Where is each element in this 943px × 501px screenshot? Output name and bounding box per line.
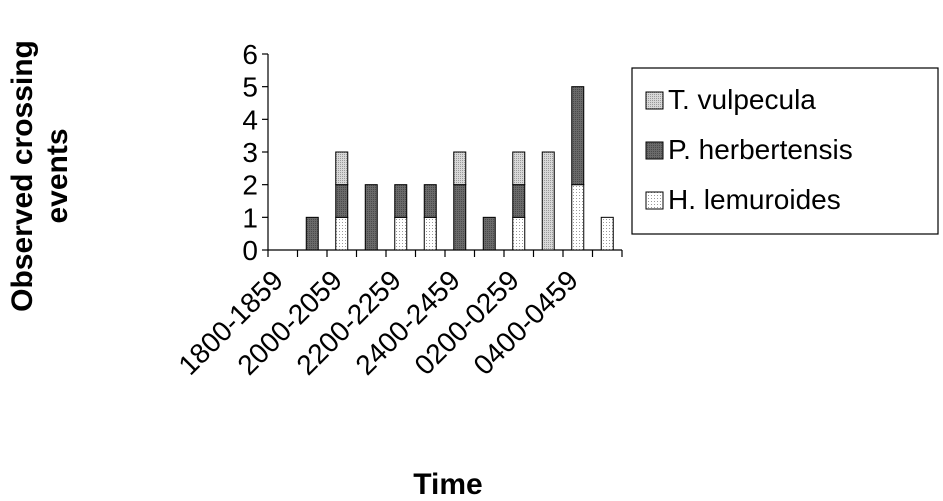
bar-segment bbox=[335, 184, 349, 218]
bar-segment bbox=[453, 151, 467, 186]
y-tick-label: 6 bbox=[242, 39, 258, 70]
legend-label: P. herbertensis bbox=[668, 134, 853, 165]
x-tick-labels: 1800-18592000-20592200-22592400-24590200… bbox=[172, 264, 584, 381]
bar-segment bbox=[305, 216, 319, 251]
bar-segment bbox=[423, 184, 437, 218]
y-tick-label: 0 bbox=[242, 235, 258, 266]
bar-segment bbox=[423, 216, 437, 251]
bar-segment bbox=[571, 86, 585, 186]
x-axis-title: Time bbox=[413, 468, 482, 501]
y-tick-label: 1 bbox=[242, 202, 258, 233]
y-tick-label: 3 bbox=[242, 137, 258, 168]
bar-segment bbox=[453, 184, 467, 251]
legend-swatch bbox=[645, 191, 664, 210]
y-axis-title-line-1: Observed crossing bbox=[6, 40, 39, 312]
y-axis-title-line-2: events bbox=[41, 128, 74, 223]
bar-segment bbox=[512, 151, 526, 186]
y-tick-label: 5 bbox=[242, 72, 258, 103]
legend: T. vulpecula P. herbertensis H. lemuroides bbox=[631, 67, 939, 235]
legend-box bbox=[631, 67, 939, 235]
y-tick-label: 4 bbox=[242, 104, 258, 135]
bar-segment bbox=[512, 216, 526, 251]
bar-segment bbox=[512, 184, 526, 218]
bar-segment bbox=[335, 151, 349, 186]
bars bbox=[305, 86, 614, 251]
legend-swatch bbox=[645, 141, 664, 160]
bar-segment bbox=[600, 216, 614, 251]
bar-segment bbox=[571, 184, 585, 251]
legend-label: H. lemuroides bbox=[668, 184, 841, 215]
legend-swatch bbox=[645, 91, 664, 110]
y-axis-title: Observed crossing events bbox=[6, 40, 74, 312]
bar-segment bbox=[335, 216, 349, 251]
bar-segment bbox=[482, 216, 496, 251]
legend-label: T. vulpecula bbox=[668, 84, 816, 115]
bar-segment bbox=[394, 216, 408, 251]
bar-segment bbox=[364, 184, 378, 251]
bar-segment bbox=[541, 151, 555, 251]
y-tick-label: 2 bbox=[242, 170, 258, 201]
bar-segment bbox=[394, 184, 408, 218]
